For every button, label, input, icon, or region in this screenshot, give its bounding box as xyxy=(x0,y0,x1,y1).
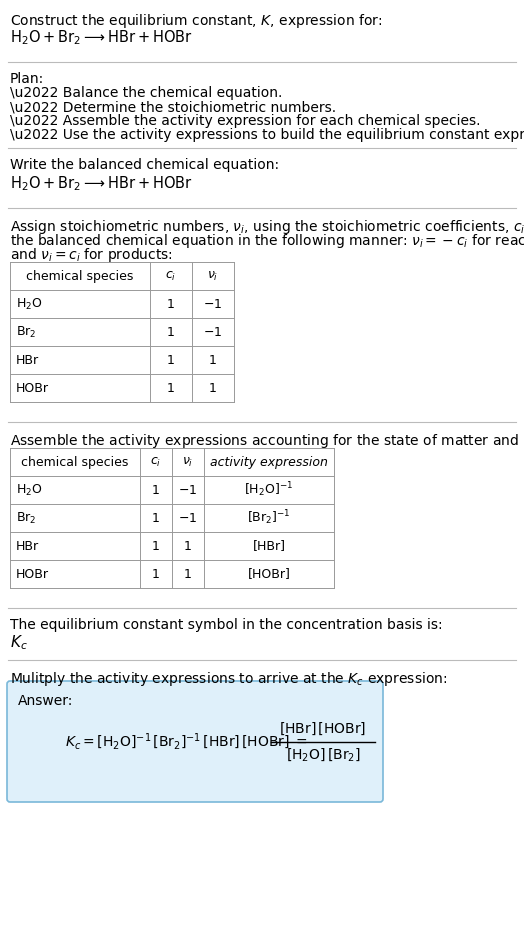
Text: $K_c = [\mathrm{H_2O}]^{-1}\,[\mathrm{Br_2}]^{-1}\,[\mathrm{HBr}]\,[\mathrm{HOBr: $K_c = [\mathrm{H_2O}]^{-1}\,[\mathrm{Br… xyxy=(65,732,308,753)
Text: Assign stoichiometric numbers, $\nu_i$, using the stoichiometric coefficients, $: Assign stoichiometric numbers, $\nu_i$, … xyxy=(10,218,524,236)
Text: HOBr: HOBr xyxy=(16,568,49,581)
Text: 1: 1 xyxy=(152,539,160,552)
Text: $\nu_i$: $\nu_i$ xyxy=(182,456,194,469)
Text: [HBr]: [HBr] xyxy=(253,539,286,552)
Text: \u2022 Assemble the activity expression for each chemical species.: \u2022 Assemble the activity expression … xyxy=(10,114,481,128)
Text: Write the balanced chemical equation:: Write the balanced chemical equation: xyxy=(10,158,279,172)
Text: 1: 1 xyxy=(167,381,175,395)
Text: $c_i$: $c_i$ xyxy=(166,270,177,283)
Text: Construct the equilibrium constant, $K$, expression for:: Construct the equilibrium constant, $K$,… xyxy=(10,12,383,30)
Text: 1: 1 xyxy=(184,568,192,581)
Text: activity expression: activity expression xyxy=(210,456,328,469)
Text: 1: 1 xyxy=(209,381,217,395)
Text: HOBr: HOBr xyxy=(16,381,49,395)
Text: 1: 1 xyxy=(167,353,175,366)
Text: $-1$: $-1$ xyxy=(203,297,223,310)
Text: $[\mathrm{Br_2}]^{-1}$: $[\mathrm{Br_2}]^{-1}$ xyxy=(247,509,291,528)
Text: Assemble the activity expressions accounting for the state of matter and $\nu_i$: Assemble the activity expressions accoun… xyxy=(10,432,524,450)
Text: 1: 1 xyxy=(184,539,192,552)
Text: 1: 1 xyxy=(167,297,175,310)
Text: 1: 1 xyxy=(167,326,175,339)
Text: \u2022 Balance the chemical equation.: \u2022 Balance the chemical equation. xyxy=(10,86,282,100)
Text: chemical species: chemical species xyxy=(21,456,129,469)
Text: 1: 1 xyxy=(152,483,160,496)
Text: Plan:: Plan: xyxy=(10,72,44,86)
Text: $\nu_i$: $\nu_i$ xyxy=(208,270,219,283)
Text: $K_c$: $K_c$ xyxy=(10,633,28,652)
Text: $[\mathrm{H_2O}]^{-1}$: $[\mathrm{H_2O}]^{-1}$ xyxy=(244,480,293,499)
Text: $c_i$: $c_i$ xyxy=(150,456,161,469)
Text: the balanced chemical equation in the following manner: $\nu_i = -c_i$ for react: the balanced chemical equation in the fo… xyxy=(10,232,524,250)
Text: $\mathrm{H_2O + Br_2 \longrightarrow HBr + HOBr}$: $\mathrm{H_2O + Br_2 \longrightarrow HBr… xyxy=(10,174,193,193)
Text: 1: 1 xyxy=(209,353,217,366)
Text: $\mathrm{H_2O + Br_2 \longrightarrow HBr + HOBr}$: $\mathrm{H_2O + Br_2 \longrightarrow HBr… xyxy=(10,28,193,47)
Text: and $\nu_i = c_i$ for products:: and $\nu_i = c_i$ for products: xyxy=(10,246,173,264)
Text: [HOBr]: [HOBr] xyxy=(247,568,290,581)
Text: $\mathrm{H_2O}$: $\mathrm{H_2O}$ xyxy=(16,296,42,311)
FancyBboxPatch shape xyxy=(7,681,383,802)
Text: 1: 1 xyxy=(152,512,160,525)
Text: $-1$: $-1$ xyxy=(178,483,198,496)
Text: 1: 1 xyxy=(152,568,160,581)
Text: Mulitply the activity expressions to arrive at the $K_c$ expression:: Mulitply the activity expressions to arr… xyxy=(10,670,447,688)
Text: The equilibrium constant symbol in the concentration basis is:: The equilibrium constant symbol in the c… xyxy=(10,618,443,632)
Text: $[\mathrm{HBr}]\,[\mathrm{HOBr}]$: $[\mathrm{HBr}]\,[\mathrm{HOBr}]$ xyxy=(279,721,366,737)
Text: \u2022 Determine the stoichiometric numbers.: \u2022 Determine the stoichiometric numb… xyxy=(10,100,336,114)
Text: $\mathrm{H_2O}$: $\mathrm{H_2O}$ xyxy=(16,482,42,497)
Text: HBr: HBr xyxy=(16,353,39,366)
Text: Answer:: Answer: xyxy=(18,694,73,708)
Text: $[\mathrm{H_2O}]\,[\mathrm{Br_2}]$: $[\mathrm{H_2O}]\,[\mathrm{Br_2}]$ xyxy=(286,747,361,763)
Text: HBr: HBr xyxy=(16,539,39,552)
Text: $\mathrm{Br_2}$: $\mathrm{Br_2}$ xyxy=(16,511,37,526)
Text: \u2022 Use the activity expressions to build the equilibrium constant expression: \u2022 Use the activity expressions to b… xyxy=(10,128,524,142)
Text: $\mathrm{Br_2}$: $\mathrm{Br_2}$ xyxy=(16,325,37,340)
Text: $-1$: $-1$ xyxy=(203,326,223,339)
Text: $-1$: $-1$ xyxy=(178,512,198,525)
Text: chemical species: chemical species xyxy=(26,270,134,283)
